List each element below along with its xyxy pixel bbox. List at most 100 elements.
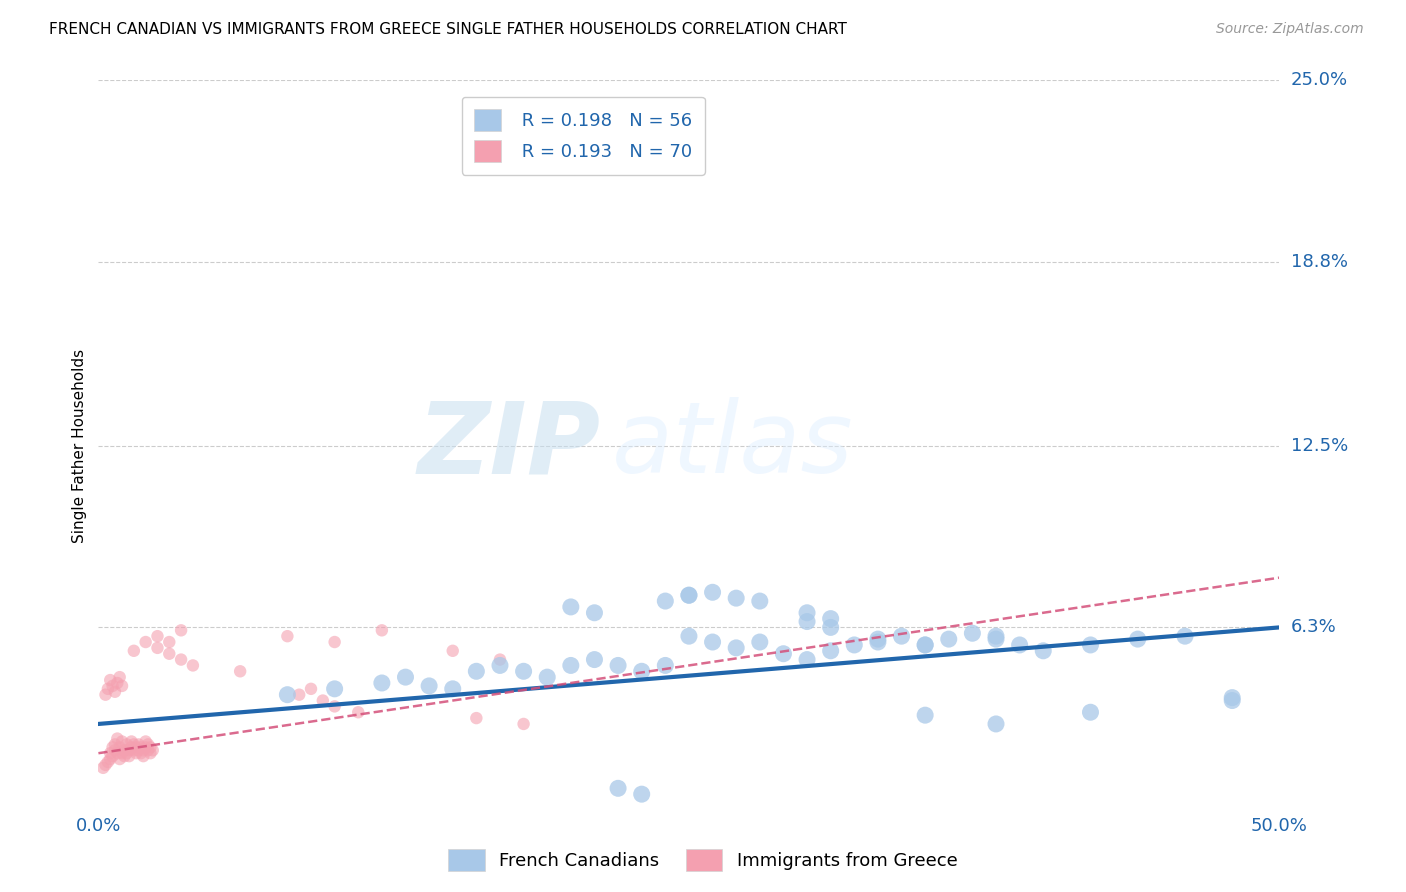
Text: 6.3%: 6.3% [1291,618,1336,636]
Point [104,743,127,757]
Point [772,647,794,661]
Point [1174,629,1197,643]
Legend:  R = 0.198   N = 56,  R = 0.193   N = 70: R = 0.198 N = 56, R = 0.193 N = 70 [461,96,704,175]
Point [630,787,652,801]
Point [583,606,606,620]
Point [890,629,912,643]
Point [678,588,700,602]
Point [97,755,120,769]
Point [512,717,534,731]
Point [323,681,346,696]
Point [98,752,121,766]
Point [132,749,155,764]
Point [108,752,131,766]
Point [465,665,488,679]
Point [914,638,936,652]
Point [748,635,770,649]
Point [139,740,162,755]
Point [914,708,936,723]
Point [441,681,464,696]
Point [129,746,152,760]
Point [146,640,169,655]
Point [128,738,150,752]
Point [536,670,558,684]
Point [129,740,152,755]
Text: 12.5%: 12.5% [1291,437,1348,455]
Point [512,665,534,679]
Point [465,711,488,725]
Text: 25.0%: 25.0% [1291,71,1348,89]
Point [157,635,180,649]
Point [607,781,630,796]
Point [702,635,724,649]
Point [112,749,135,764]
Point [115,746,138,760]
Point [560,599,582,614]
Legend: French Canadians, Immigrants from Greece: French Canadians, Immigrants from Greece [441,842,965,879]
Y-axis label: Single Father Households: Single Father Households [72,349,87,543]
Point [347,705,370,719]
Point [146,629,169,643]
Point [105,746,128,760]
Point [108,740,131,755]
Point [112,743,135,757]
Point [984,717,1007,731]
Point [489,652,512,666]
Text: ZIP: ZIP [418,398,600,494]
Point [157,647,180,661]
Point [122,743,145,757]
Point [108,670,131,684]
Point [115,738,138,752]
Point [725,591,748,606]
Point [394,670,416,684]
Point [654,594,676,608]
Point [418,679,440,693]
Point [1220,690,1243,705]
Point [105,676,128,690]
Point [371,624,394,638]
Point [118,749,141,764]
Point [866,632,889,646]
Text: 18.8%: 18.8% [1291,252,1347,270]
Point [128,743,150,757]
Point [560,658,582,673]
Point [135,635,157,649]
Point [111,746,134,760]
Point [91,761,114,775]
Point [820,644,842,658]
Point [796,615,818,629]
Point [299,681,322,696]
Point [1032,644,1054,658]
Text: FRENCH CANADIAN VS IMMIGRANTS FROM GREECE SINGLE FATHER HOUSEHOLDS CORRELATION C: FRENCH CANADIAN VS IMMIGRANTS FROM GREEC… [49,22,846,37]
Point [1080,638,1102,652]
Point [914,638,936,652]
Point [962,626,984,640]
Point [371,676,394,690]
Point [748,594,770,608]
Point [139,746,162,760]
Point [1080,705,1102,719]
Point [678,588,700,602]
Point [796,606,818,620]
Point [984,629,1007,643]
Point [607,658,630,673]
Point [229,665,252,679]
Point [170,652,193,666]
Point [101,679,124,693]
Point [142,743,165,757]
Point [866,635,889,649]
Point [125,746,148,760]
Point [105,731,128,746]
Text: Source: ZipAtlas.com: Source: ZipAtlas.com [1216,22,1364,37]
Point [323,635,346,649]
Point [125,740,148,755]
Point [97,681,120,696]
Point [94,688,117,702]
Point [101,740,124,755]
Point [630,665,652,679]
Point [323,699,346,714]
Point [136,743,159,757]
Point [654,658,676,673]
Point [276,688,298,702]
Point [136,738,159,752]
